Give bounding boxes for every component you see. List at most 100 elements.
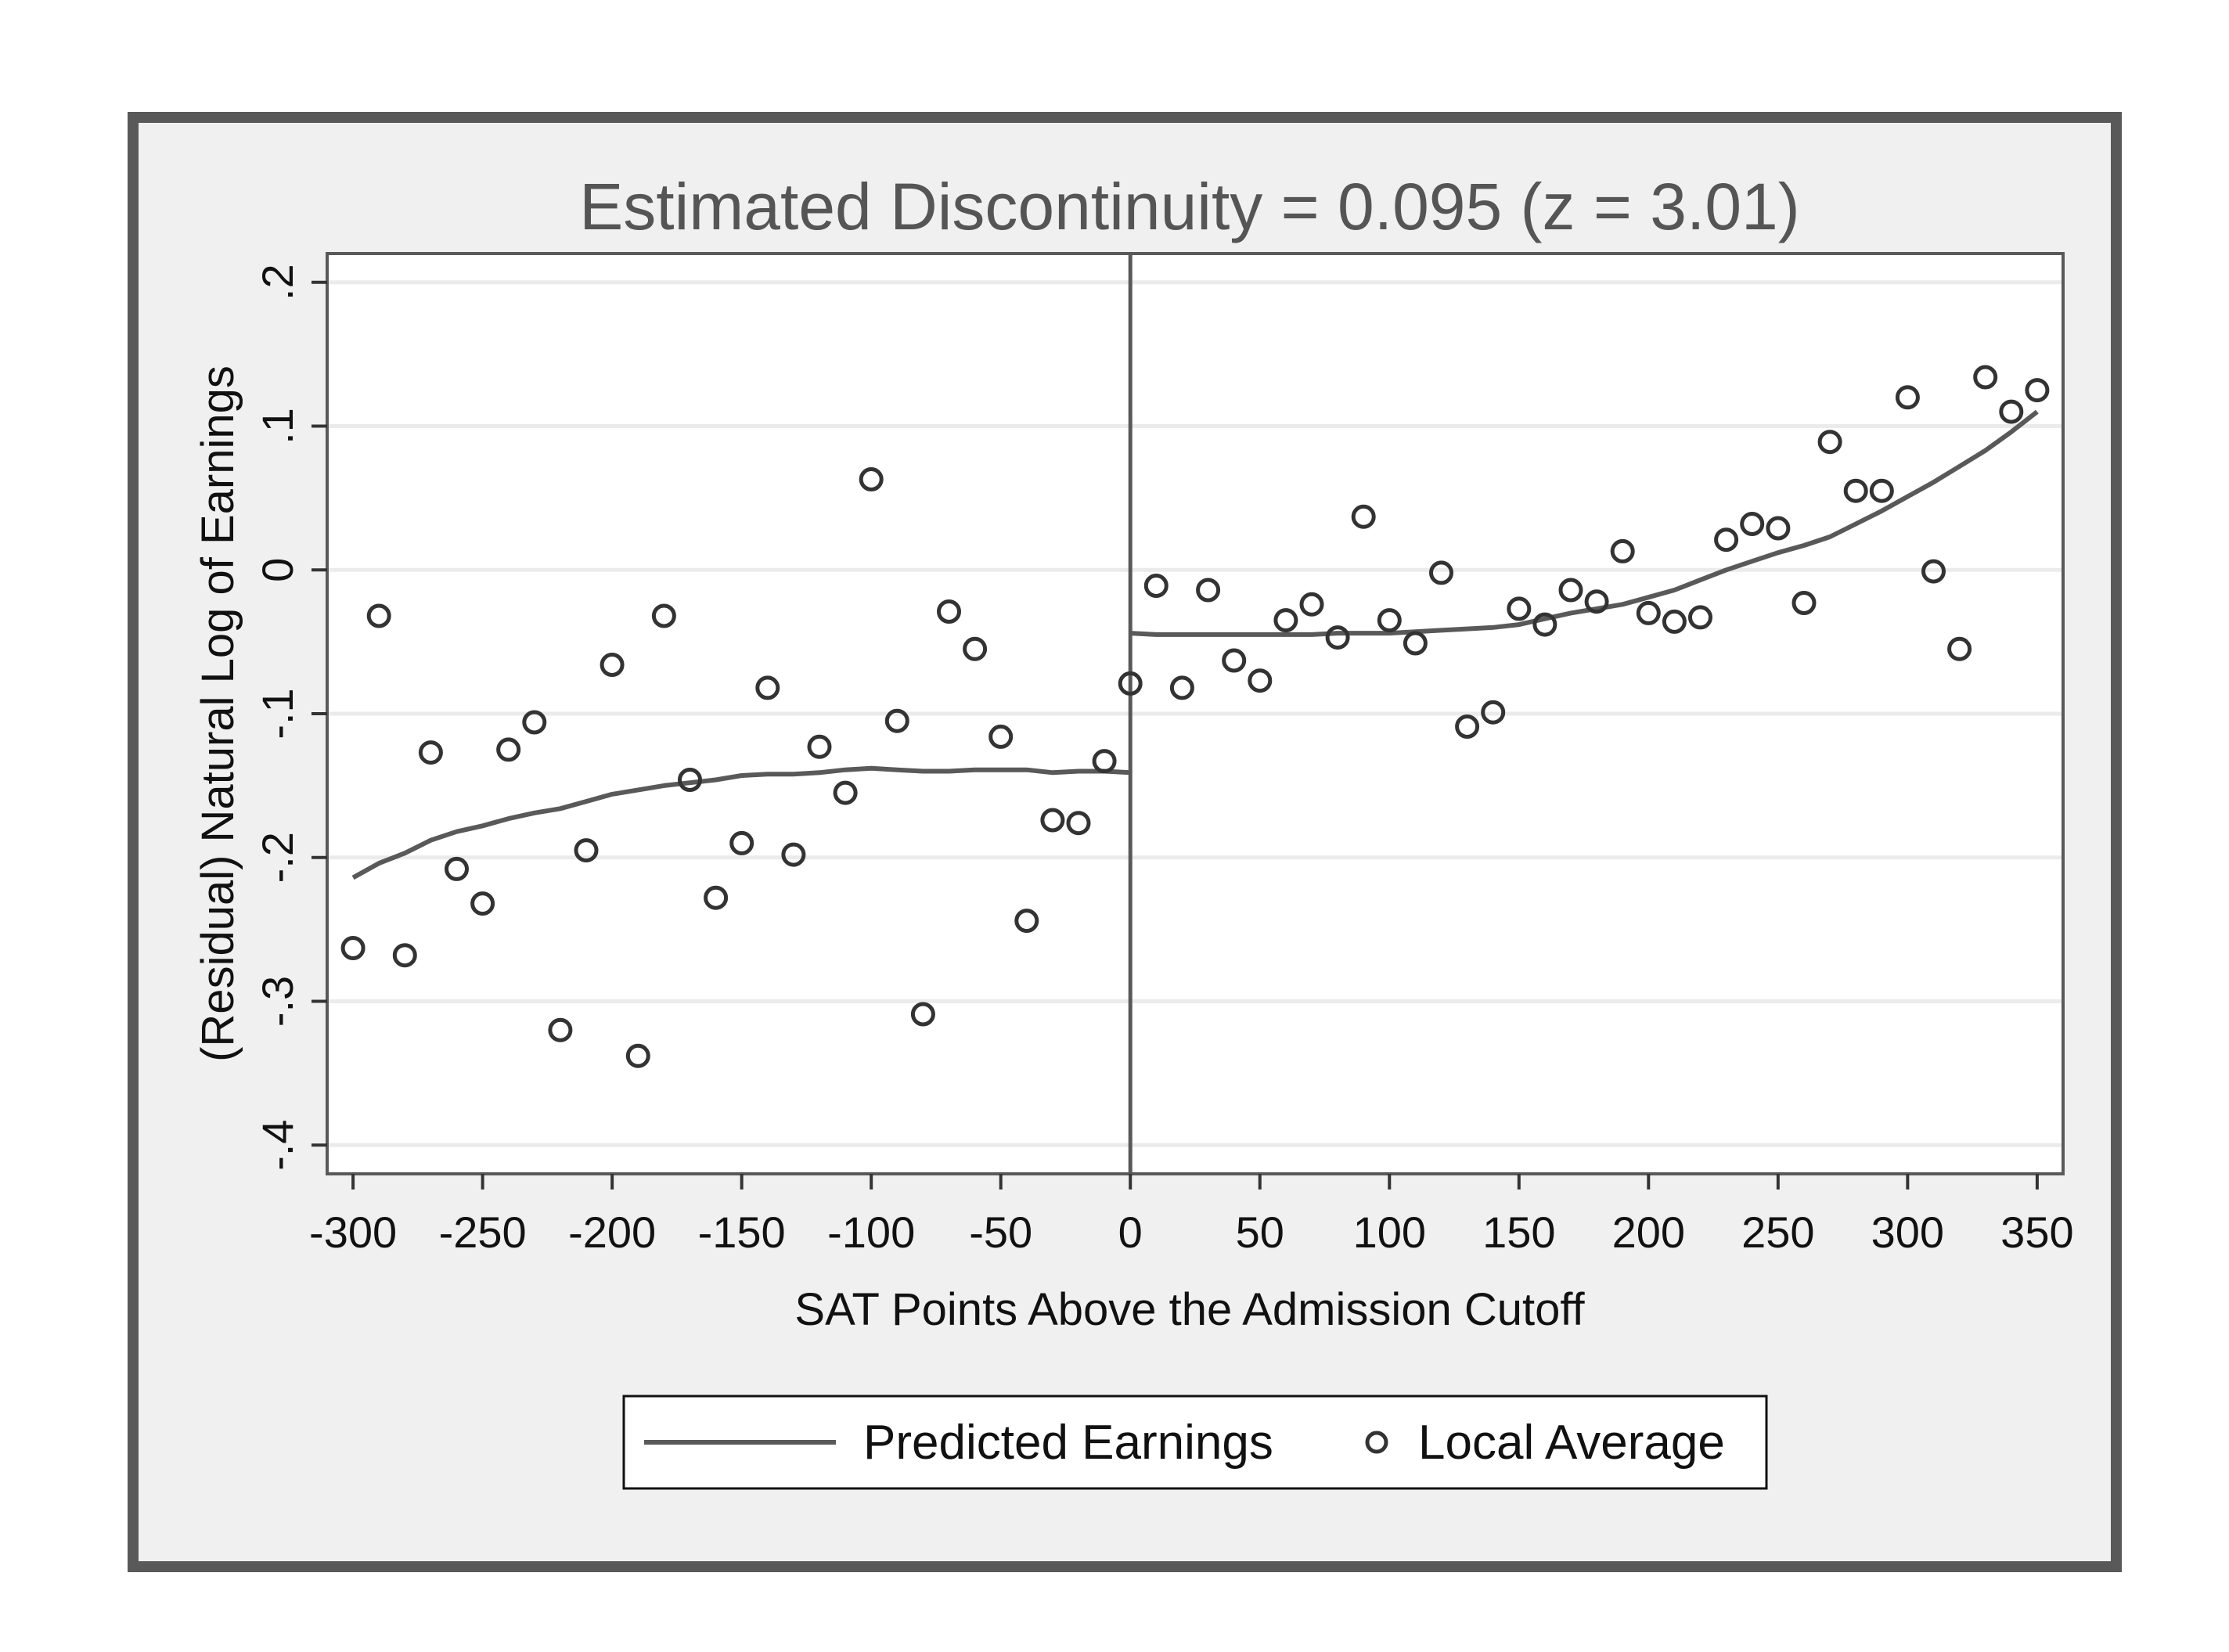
local-average-point	[625, 1043, 650, 1068]
local-average-point	[1532, 612, 1557, 637]
local-average-point	[340, 936, 365, 960]
y-tick-label: -.2	[253, 832, 302, 883]
local-average-point	[833, 780, 858, 805]
local-average-point	[1558, 578, 1583, 603]
local-average-point	[1895, 385, 1920, 410]
local-average-point	[988, 724, 1014, 749]
y-tick-label: -.3	[253, 976, 302, 1027]
local-average-point	[1973, 365, 1998, 390]
y-tick-label: .1	[253, 408, 302, 444]
local-average-point	[418, 740, 443, 765]
local-average-point	[366, 603, 391, 628]
legend-label-predicted: Predicted Earnings	[863, 1416, 1273, 1470]
local-average-point	[600, 653, 625, 677]
local-average-point	[1066, 811, 1091, 836]
y-tick-label: .2	[253, 264, 302, 301]
local-average-point	[1222, 648, 1247, 673]
local-average-point	[1843, 478, 1868, 503]
x-tick-label: 100	[1353, 1208, 1426, 1257]
predicted-line-segment	[351, 765, 1131, 880]
local-average-point	[1455, 714, 1480, 739]
x-tick-label: -150	[698, 1208, 786, 1257]
local-average-point	[1377, 608, 1402, 633]
local-average-point	[1273, 608, 1298, 633]
local-average-point	[496, 737, 521, 762]
x-tick-label: -200	[568, 1208, 656, 1257]
local-average-point	[1584, 589, 1609, 614]
y-tick-label: 0	[253, 558, 302, 582]
local-average-point	[807, 734, 832, 759]
local-average-point	[755, 675, 780, 700]
x-tick-label: 50	[1236, 1208, 1284, 1257]
local-average-point	[1714, 527, 1739, 552]
local-average-point	[1688, 605, 1712, 630]
local-average-point	[1196, 578, 1221, 603]
local-average-point	[1869, 478, 1894, 503]
grid-lines	[327, 280, 2063, 1147]
local-average-point	[704, 885, 729, 910]
y-tick-label: -.1	[253, 688, 302, 739]
local-average-point	[1248, 668, 1273, 693]
predicted-line-segment	[1130, 409, 2039, 637]
x-tick-label: -50	[969, 1208, 1032, 1257]
chart-title: Estimated Discontinuity = 0.095 (z = 3.0…	[579, 170, 1799, 243]
x-tick-label: -250	[439, 1208, 527, 1257]
local-average-point	[1921, 559, 1946, 584]
local-average-point	[574, 838, 599, 863]
local-average-point	[1118, 671, 1143, 696]
local-average-point	[1817, 430, 1842, 455]
local-average-point	[678, 768, 702, 792]
x-axis-label: SAT Points Above the Admission Cutoff	[794, 1284, 1585, 1335]
predicted-earnings-line	[351, 409, 2039, 880]
local-average-point	[1143, 574, 1169, 598]
local-average-point	[1999, 399, 2024, 424]
local-average-point	[1169, 675, 1194, 700]
x-tick-label: 200	[1612, 1208, 1685, 1257]
legend: Predicted Earnings Local Average	[622, 1395, 1768, 1490]
local-average-point	[470, 891, 495, 916]
local-average-point	[548, 1017, 573, 1042]
local-average-point	[1740, 512, 1765, 536]
local-average-point	[1299, 592, 1324, 617]
local-average-point	[1014, 909, 1039, 934]
local-average-point	[2025, 378, 2050, 403]
legend-label-local-average: Local Average	[1418, 1416, 1725, 1470]
local-average-point	[1325, 625, 1350, 650]
x-tick-label: 350	[2000, 1208, 2073, 1257]
local-average-point	[1766, 516, 1791, 541]
local-average-point	[1636, 600, 1661, 625]
local-average-point	[445, 856, 469, 881]
y-axis-ticks: .2 .1 0 -.1 -.2 -.3 -.4	[253, 264, 327, 1171]
local-average-point	[1351, 504, 1376, 529]
local-average-point	[1040, 808, 1065, 833]
x-axis-ticks: -300 -250 -200 -150 -100 -50 0 50 100 150 200 250 30…	[309, 1174, 2074, 1257]
x-tick-label: 150	[1482, 1208, 1555, 1257]
local-average-point	[1662, 609, 1687, 634]
local-average-point	[910, 1002, 935, 1027]
local-average-point	[937, 599, 961, 624]
local-average-point	[1481, 700, 1506, 725]
x-tick-label: -300	[309, 1208, 397, 1257]
local-average-point	[392, 943, 417, 968]
x-tick-label: 300	[1871, 1208, 1944, 1257]
local-average-point	[522, 710, 547, 735]
x-tick-label: -100	[827, 1208, 915, 1257]
y-tick-label: -.4	[253, 1120, 302, 1171]
local-average-point	[859, 467, 884, 491]
local-average-point	[1947, 636, 1972, 661]
x-tick-label: 250	[1741, 1208, 1814, 1257]
local-average-point	[1507, 596, 1532, 621]
local-average-point	[1610, 538, 1635, 563]
legend-marker-swatch	[1365, 1431, 1388, 1454]
local-average-point	[651, 603, 676, 628]
local-average-point	[1092, 749, 1117, 774]
x-tick-label: 0	[1118, 1208, 1143, 1257]
local-average-point	[781, 842, 806, 867]
local-average-point	[1403, 631, 1428, 656]
local-average-points	[340, 365, 2050, 1068]
y-axis-label: (Residual) Natural Log of Earnings	[193, 365, 243, 1062]
local-average-point	[1791, 591, 1817, 615]
local-average-point	[729, 830, 754, 855]
local-average-point	[884, 708, 909, 733]
